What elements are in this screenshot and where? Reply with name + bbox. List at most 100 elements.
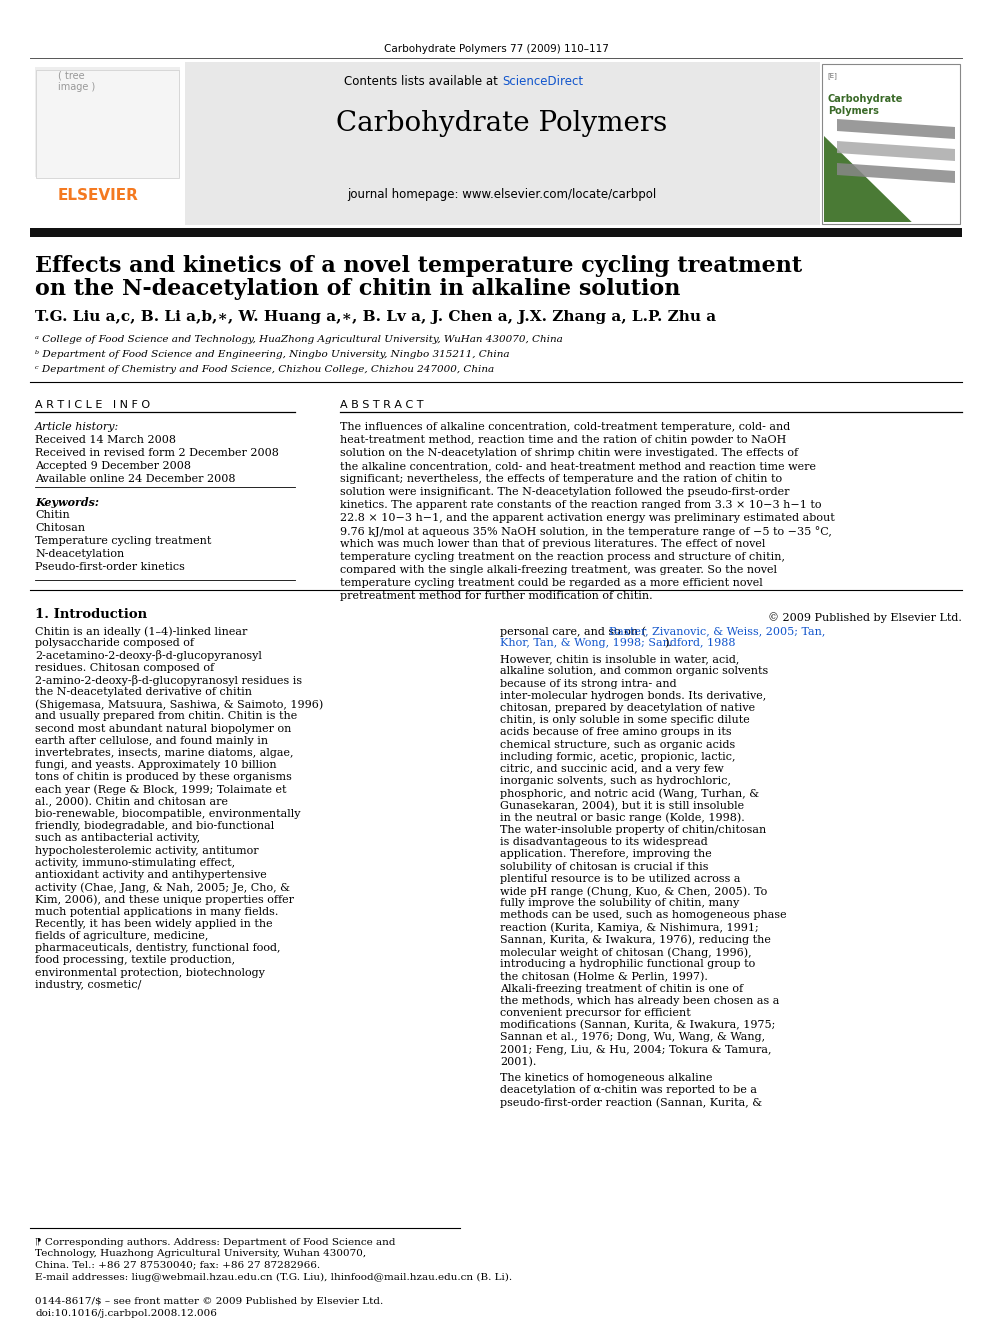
Text: inorganic solvents, such as hydrochloric,: inorganic solvents, such as hydrochloric… <box>500 777 731 786</box>
Text: residues. Chitosan composed of: residues. Chitosan composed of <box>35 663 214 672</box>
Text: personal care, and so on (: personal care, and so on ( <box>500 626 646 636</box>
Text: fungi, and yeasts. Approximately 10 billion: fungi, and yeasts. Approximately 10 bill… <box>35 761 277 770</box>
Text: temperature cycling treatment on the reaction process and structure of chitin,: temperature cycling treatment on the rea… <box>340 552 785 562</box>
Text: A B S T R A C T: A B S T R A C T <box>340 400 424 410</box>
Text: 2-acetamino-2-deoxy-β-d-glucopyranosyl: 2-acetamino-2-deoxy-β-d-glucopyranosyl <box>35 651 262 662</box>
Polygon shape <box>837 163 955 183</box>
Text: chitosan, prepared by deacetylation of native: chitosan, prepared by deacetylation of n… <box>500 703 755 713</box>
Text: Received 14 March 2008: Received 14 March 2008 <box>35 435 176 445</box>
Text: second most abundant natural biopolymer on: second most abundant natural biopolymer … <box>35 724 292 733</box>
Text: Kim, 2006), and these unique properties offer: Kim, 2006), and these unique properties … <box>35 894 294 905</box>
Text: heat-treatment method, reaction time and the ration of chitin powder to NaOH: heat-treatment method, reaction time and… <box>340 435 787 445</box>
Text: T.G. Liu a,c, B. Li a,b,∗, W. Huang a,∗, B. Lv a, J. Chen a, J.X. Zhang a, L.P. : T.G. Liu a,c, B. Li a,b,∗, W. Huang a,∗,… <box>35 310 716 324</box>
Text: Carbohydrate Polymers: Carbohydrate Polymers <box>336 110 668 138</box>
Text: environmental protection, biotechnology: environmental protection, biotechnology <box>35 967 265 978</box>
Text: much potential applications in many fields.: much potential applications in many fiel… <box>35 906 279 917</box>
Text: Accepted 9 December 2008: Accepted 9 December 2008 <box>35 460 191 471</box>
Text: the alkaline concentration, cold- and heat-treatment method and reaction time we: the alkaline concentration, cold- and he… <box>340 460 816 471</box>
Text: Baxter, Zivanovic, & Weiss, 2005; Tan,: Baxter, Zivanovic, & Weiss, 2005; Tan, <box>609 626 825 636</box>
Text: 2-amino-2-deoxy-β-d-glucopyranosyl residues is: 2-amino-2-deoxy-β-d-glucopyranosyl resid… <box>35 675 303 685</box>
Bar <box>30 62 185 225</box>
Bar <box>185 62 820 225</box>
Text: ELSEVIER: ELSEVIER <box>58 188 139 202</box>
Text: in the neutral or basic range (Kolde, 1998).: in the neutral or basic range (Kolde, 19… <box>500 812 745 823</box>
Bar <box>36 70 179 179</box>
Text: molecular weight of chitosan (Chang, 1996),: molecular weight of chitosan (Chang, 199… <box>500 947 752 958</box>
Text: Khor, Tan, & Wong, 1998; Sandford, 1988: Khor, Tan, & Wong, 1998; Sandford, 1988 <box>500 638 735 648</box>
Text: The kinetics of homogeneous alkaline: The kinetics of homogeneous alkaline <box>500 1073 712 1084</box>
Text: 2001).: 2001). <box>500 1057 537 1068</box>
Text: ⁋ Corresponding authors. Address: Department of Food Science and: ⁋ Corresponding authors. Address: Depart… <box>35 1238 396 1248</box>
Text: ).: ). <box>664 638 672 648</box>
Text: which was much lower than that of previous literatures. The effect of novel: which was much lower than that of previo… <box>340 538 766 549</box>
Text: The water-insoluble property of chitin/chitosan: The water-insoluble property of chitin/c… <box>500 826 766 835</box>
Bar <box>822 64 960 224</box>
Text: because of its strong intra- and: because of its strong intra- and <box>500 679 677 688</box>
Bar <box>30 228 962 237</box>
Text: 2001; Feng, Liu, & Hu, 2004; Tokura & Tamura,: 2001; Feng, Liu, & Hu, 2004; Tokura & Ta… <box>500 1045 772 1054</box>
Text: including formic, acetic, propionic, lactic,: including formic, acetic, propionic, lac… <box>500 751 735 762</box>
Text: and usually prepared from chitin. Chitin is the: and usually prepared from chitin. Chitin… <box>35 712 298 721</box>
Text: bio-renewable, biocompatible, environmentally: bio-renewable, biocompatible, environmen… <box>35 808 301 819</box>
Text: A R T I C L E   I N F O: A R T I C L E I N F O <box>35 400 150 410</box>
Text: ScienceDirect: ScienceDirect <box>502 75 583 89</box>
Text: chitin, is only soluble in some specific dilute: chitin, is only soluble in some specific… <box>500 716 750 725</box>
Text: acids because of free amino groups in its: acids because of free amino groups in it… <box>500 728 732 737</box>
Text: solution were insignificant. The N-deacetylation followed the pseudo-first-order: solution were insignificant. The N-deace… <box>340 487 790 497</box>
Text: Chitin is an ideally (1–4)-linked linear: Chitin is an ideally (1–4)-linked linear <box>35 626 247 636</box>
Text: pharmaceuticals, dentistry, functional food,: pharmaceuticals, dentistry, functional f… <box>35 943 281 953</box>
Text: Sannan et al., 1976; Dong, Wu, Wang, & Wang,: Sannan et al., 1976; Dong, Wu, Wang, & W… <box>500 1032 765 1043</box>
Text: Technology, Huazhong Agricultural University, Wuhan 430070,: Technology, Huazhong Agricultural Univer… <box>35 1249 366 1258</box>
Text: introducing a hydrophilic functional group to: introducing a hydrophilic functional gro… <box>500 959 755 970</box>
Text: application. Therefore, improving the: application. Therefore, improving the <box>500 849 711 860</box>
Text: activity, immuno-stimulating effect,: activity, immuno-stimulating effect, <box>35 857 235 868</box>
Text: citric, and succinic acid, and a very few: citric, and succinic acid, and a very fe… <box>500 763 724 774</box>
Text: solution on the N-deacetylation of shrimp chitin were investigated. The effects : solution on the N-deacetylation of shrim… <box>340 448 799 458</box>
Text: temperature cycling treatment could be regarded as a more efficient novel: temperature cycling treatment could be r… <box>340 578 763 587</box>
Text: Alkali-freezing treatment of chitin is one of: Alkali-freezing treatment of chitin is o… <box>500 983 743 994</box>
Text: such as antibacterial activity,: such as antibacterial activity, <box>35 833 200 843</box>
Text: methods can be used, such as homogeneous phase: methods can be used, such as homogeneous… <box>500 910 787 921</box>
Bar <box>822 64 960 224</box>
Text: inter-molecular hydrogen bonds. Its derivative,: inter-molecular hydrogen bonds. Its deri… <box>500 691 766 701</box>
Text: friendly, biodegradable, and bio-functional: friendly, biodegradable, and bio-functio… <box>35 822 274 831</box>
Text: N-deacetylation: N-deacetylation <box>35 549 124 560</box>
Text: pseudo-first-order reaction (Sannan, Kurita, &: pseudo-first-order reaction (Sannan, Kur… <box>500 1097 762 1107</box>
Text: earth after cellulose, and found mainly in: earth after cellulose, and found mainly … <box>35 736 268 746</box>
Text: fully improve the solubility of chitin, many: fully improve the solubility of chitin, … <box>500 898 739 908</box>
Text: hypocholesterolemic activity, antitumor: hypocholesterolemic activity, antitumor <box>35 845 259 856</box>
Text: the chitosan (Holme & Perlin, 1997).: the chitosan (Holme & Perlin, 1997). <box>500 971 708 982</box>
Text: fields of agriculture, medicine,: fields of agriculture, medicine, <box>35 931 208 941</box>
Text: kinetics. The apparent rate constants of the reaction ranged from 3.3 × 10−3 h−1: kinetics. The apparent rate constants of… <box>340 500 821 509</box>
Text: solubility of chitosan is crucial if this: solubility of chitosan is crucial if thi… <box>500 861 708 872</box>
Text: doi:10.1016/j.carbpol.2008.12.006: doi:10.1016/j.carbpol.2008.12.006 <box>35 1308 217 1318</box>
Text: (Shigemasa, Matsuura, Sashiwa, & Saimoto, 1996): (Shigemasa, Matsuura, Sashiwa, & Saimoto… <box>35 699 323 709</box>
Text: ᵃ College of Food Science and Technology, HuaZhong Agricultural University, WuHa: ᵃ College of Food Science and Technology… <box>35 335 562 344</box>
Polygon shape <box>837 119 955 139</box>
Text: plentiful resource is to be utilized across a: plentiful resource is to be utilized acr… <box>500 873 740 884</box>
Text: 0144-8617/$ – see front matter © 2009 Published by Elsevier Ltd.: 0144-8617/$ – see front matter © 2009 Pu… <box>35 1297 383 1306</box>
Text: Sannan, Kurita, & Iwakura, 1976), reducing the: Sannan, Kurita, & Iwakura, 1976), reduci… <box>500 935 771 946</box>
Text: E-mail addresses: liug@webmail.hzau.edu.cn (T.G. Liu), lhinfood@mail.hzau.edu.cn: E-mail addresses: liug@webmail.hzau.edu.… <box>35 1273 512 1282</box>
Text: ᶜ Department of Chemistry and Food Science, Chizhou College, Chizhou 247000, Chi: ᶜ Department of Chemistry and Food Scien… <box>35 365 494 374</box>
Text: Carbohydrate Polymers 77 (2009) 110–117: Carbohydrate Polymers 77 (2009) 110–117 <box>384 44 608 54</box>
Text: invertebrates, insects, marine diatoms, algae,: invertebrates, insects, marine diatoms, … <box>35 747 294 758</box>
Text: However, chitin is insoluble in water, acid,: However, chitin is insoluble in water, a… <box>500 654 739 664</box>
Text: tons of chitin is produced by these organisms: tons of chitin is produced by these orga… <box>35 773 292 782</box>
Text: each year (Rege & Block, 1999; Tolaimate et: each year (Rege & Block, 1999; Tolaimate… <box>35 785 287 795</box>
Text: compared with the single alkali-freezing treatment, was greater. So the novel: compared with the single alkali-freezing… <box>340 565 777 576</box>
Text: industry, cosmetic/: industry, cosmetic/ <box>35 980 142 990</box>
Text: phosphoric, and notric acid (Wang, Turhan, &: phosphoric, and notric acid (Wang, Turha… <box>500 789 759 799</box>
Text: alkaline solution, and common organic solvents: alkaline solution, and common organic so… <box>500 667 768 676</box>
Text: deacetylation of α-chitin was reported to be a: deacetylation of α-chitin was reported t… <box>500 1085 757 1095</box>
Text: significant; nevertheless, the effects of temperature and the ration of chitin t: significant; nevertheless, the effects o… <box>340 474 782 484</box>
Text: polysaccharide composed of: polysaccharide composed of <box>35 638 194 648</box>
Text: The influences of alkaline concentration, cold-treatment temperature, cold- and: The influences of alkaline concentration… <box>340 422 791 433</box>
Text: Gunasekaran, 2004), but it is still insoluble: Gunasekaran, 2004), but it is still inso… <box>500 800 744 811</box>
Text: journal homepage: www.elsevier.com/locate/carbpol: journal homepage: www.elsevier.com/locat… <box>347 188 657 201</box>
Bar <box>820 62 962 225</box>
Text: the methods, which has already been chosen as a: the methods, which has already been chos… <box>500 996 780 1005</box>
Text: China. Tel.: +86 27 87530040; fax: +86 27 87282966.: China. Tel.: +86 27 87530040; fax: +86 2… <box>35 1259 320 1269</box>
Text: al., 2000). Chitin and chitosan are: al., 2000). Chitin and chitosan are <box>35 796 228 807</box>
Bar <box>35 67 180 177</box>
